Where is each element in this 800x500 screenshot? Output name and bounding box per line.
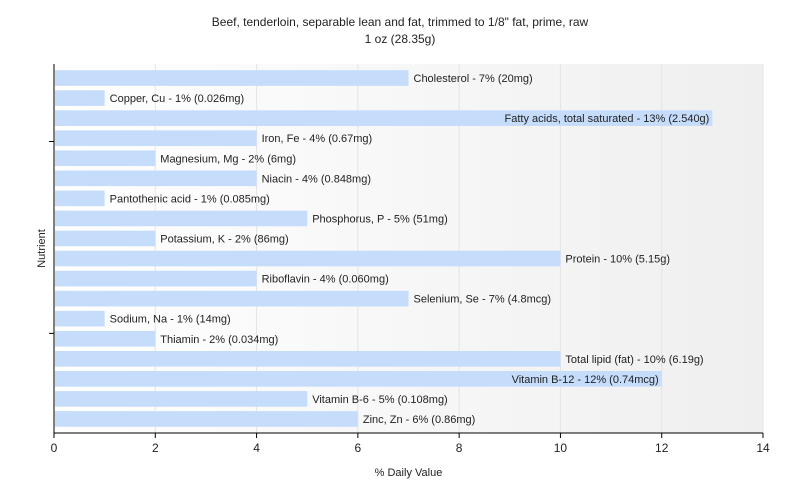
bar (55, 290, 409, 307)
x-tick-label: 2 (152, 441, 159, 455)
bar (55, 170, 257, 187)
bar-label: Phosphorus, P - 5% (51mg) (312, 213, 448, 225)
bar (55, 270, 257, 287)
bar (55, 70, 409, 86)
bar (55, 110, 713, 126)
y-axis-title: Nutrient (36, 229, 48, 268)
chart-title-block: Beef, tenderloin, separable lean and fat… (0, 14, 800, 48)
bar-label: Sodium, Na - 1% (14mg) (110, 314, 231, 326)
bar (55, 150, 156, 167)
x-tick-label: 0 (51, 441, 58, 455)
bar-label: Zinc, Zn - 6% (0.86mg) (363, 414, 475, 426)
bar (55, 310, 105, 327)
bar-label: Thiamin - 2% (0.034mg) (160, 334, 278, 346)
bar (55, 90, 105, 106)
bar (55, 411, 358, 427)
bar-label: Protein - 10% (5.15g) (565, 254, 670, 266)
bar-label: Vitamin B-12 - 12% (0.74mcg) (512, 374, 659, 386)
bar (55, 330, 156, 347)
bar-label: Fatty acids, total saturated - 13% (2.54… (505, 113, 710, 125)
x-tick-label: 6 (355, 441, 362, 455)
bar-label: Magnesium, Mg - 2% (6mg) (160, 153, 296, 165)
bar-label: Cholesterol - 7% (20mg) (414, 73, 533, 85)
axes: 0 2 4 6 8 10 12 14 (49, 64, 770, 455)
bar-label: Selenium, Se - 7% (4.8mcg) (414, 294, 552, 306)
bar-label: Copper, Cu - 1% (0.026mg) (110, 93, 245, 105)
bar (55, 350, 561, 367)
bar-label: Niacin - 4% (0.848mg) (262, 173, 371, 185)
bar (55, 250, 561, 267)
bar-label: Potassium, K - 2% (86mg) (160, 233, 288, 245)
x-tick-label: 8 (456, 441, 463, 455)
bars: Cholesterol - 7% (20mg) Copper, Cu - 1% (… (55, 70, 713, 427)
chart-title: Beef, tenderloin, separable lean and fat… (211, 15, 589, 29)
chart-subtitle: 1 oz (28.35g) (364, 32, 436, 46)
bar-label: Pantothenic acid - 1% (0.085mg) (110, 193, 270, 205)
bar (55, 130, 257, 147)
x-tick-label: 12 (655, 441, 669, 455)
x-axis-title: % Daily Value (375, 467, 443, 479)
bar (55, 391, 308, 407)
x-tick-label: 4 (253, 441, 260, 455)
bar (55, 230, 156, 247)
bar (55, 190, 105, 207)
bar (55, 371, 662, 387)
bar-label: Iron, Fe - 4% (0.67mg) (262, 133, 373, 145)
bar (55, 210, 308, 227)
bar-label: Riboflavin - 4% (0.060mg) (262, 274, 389, 286)
x-tick-label: 14 (756, 441, 770, 455)
bar-label: Vitamin B-6 - 5% (0.108mg) (312, 394, 448, 406)
x-tick-label: 10 (554, 441, 568, 455)
bar-label: Total lipid (fat) - 10% (6.19g) (565, 354, 703, 366)
